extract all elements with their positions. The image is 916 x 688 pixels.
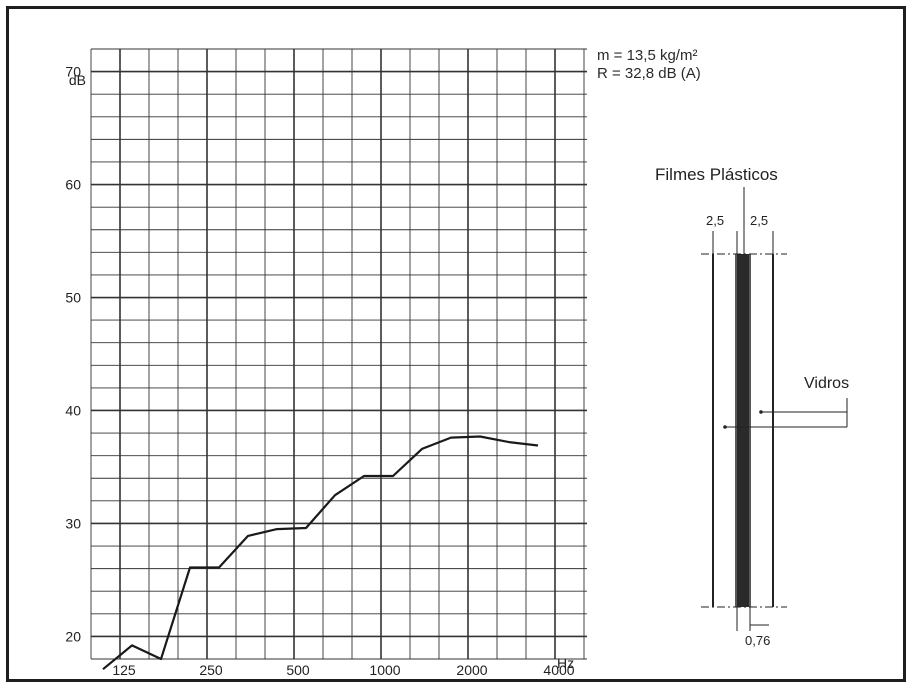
x-tick-label: 500 [286, 662, 310, 678]
diagram-title: Filmes Plásticos [655, 165, 778, 184]
x-unit-label: Hz [557, 655, 575, 671]
x-tick-label: 4000 [543, 662, 574, 678]
plastic-film-layer [737, 254, 749, 607]
y-tick-label: 50 [65, 290, 81, 306]
series-line [102, 435, 539, 671]
figure-frame: 20 30 40 50 60 70 125 250 500 1000 2000 4000 m = 13… [6, 6, 906, 682]
y-tick-label: 70 [65, 64, 81, 80]
y-tick-label: 60 [65, 177, 81, 193]
x-tick-label: 2000 [456, 662, 487, 678]
annotation-mass: m = 13,5 kg/m² [597, 47, 698, 64]
leader-dot [759, 410, 763, 414]
laminated-glass-diagram [701, 187, 848, 631]
chart-svg: 20 30 40 50 60 70 125 250 500 1000 2000 4000 [65, 48, 587, 678]
x-tick-label: 125 [112, 662, 136, 678]
y-unit-label: dB [68, 72, 86, 88]
y-tick-label: 20 [65, 628, 81, 644]
y-tick-label: 40 [65, 402, 81, 418]
leader-dot [723, 425, 727, 429]
dim-right-label: 2,5 [750, 213, 769, 228]
x-tick-label: 1000 [369, 662, 400, 678]
dim-left-label: 2,5 [706, 213, 725, 228]
annotation-rating: R = 32,8 dB (A) [597, 65, 701, 82]
x-tick-label: 250 [199, 662, 223, 678]
dim-bottom-label: 0,76 [745, 633, 771, 648]
glass-label: Vidros [804, 375, 850, 392]
y-tick-label: 30 [65, 515, 81, 531]
